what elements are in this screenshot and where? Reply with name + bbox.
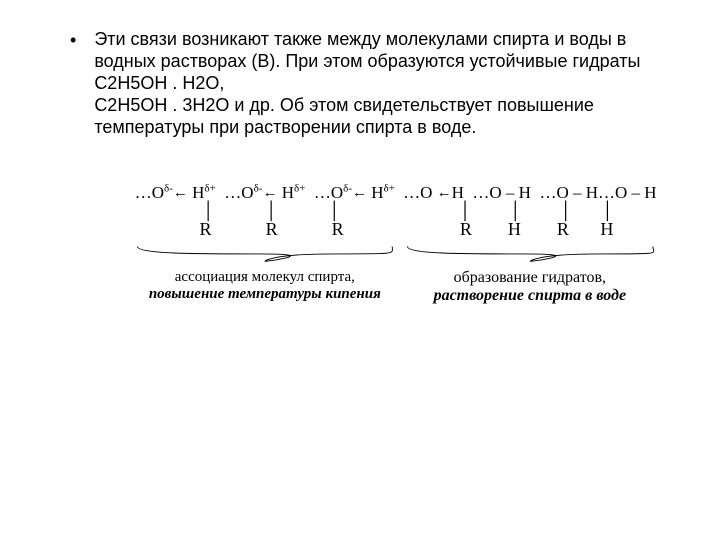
right-caption: образование гидратов, растворение спирта… — [400, 269, 660, 305]
left-r-line: R R R — [130, 219, 400, 240]
right-chem-line: …O ←H …O – H …O – H…O – H — [400, 183, 660, 203]
left-caption: ассоциация молекул спирта, повышение тем… — [130, 269, 400, 303]
diagram-left: …Oδ-← Hδ+ …Oδ-← Hδ+ …Oδ-← Hδ+ │ │ │ R R … — [130, 183, 400, 305]
right-caption-line1: образование гидратов, — [400, 269, 660, 287]
paragraph-text: Эти связи возникают также между молекула… — [94, 28, 680, 138]
diagrams-row: …Oδ-← Hδ+ …Oδ-← Hδ+ …Oδ-← Hδ+ │ │ │ R R … — [70, 183, 680, 305]
right-bond-line: │ │ │ │ — [400, 201, 660, 221]
left-caption-line1: ассоциация молекул спирта, — [130, 269, 400, 286]
bullet-item: • Эти связи возникают также между молеку… — [70, 28, 680, 138]
left-brace — [130, 244, 400, 262]
left-bond-line: │ │ │ — [130, 201, 400, 221]
right-r-line: R H R H — [400, 219, 660, 240]
bullet-marker: • — [70, 29, 76, 51]
right-brace — [400, 244, 660, 262]
diagram-right: …O ←H …O – H …O – H…O – H │ │ │ │ R H R … — [400, 183, 660, 305]
right-caption-line2: растворение спирта в воде — [400, 287, 660, 305]
left-caption-line2: повышение температуры кипения — [130, 286, 400, 303]
left-chem-line: …Oδ-← Hδ+ …Oδ-← Hδ+ …Oδ-← Hδ+ — [130, 183, 400, 203]
